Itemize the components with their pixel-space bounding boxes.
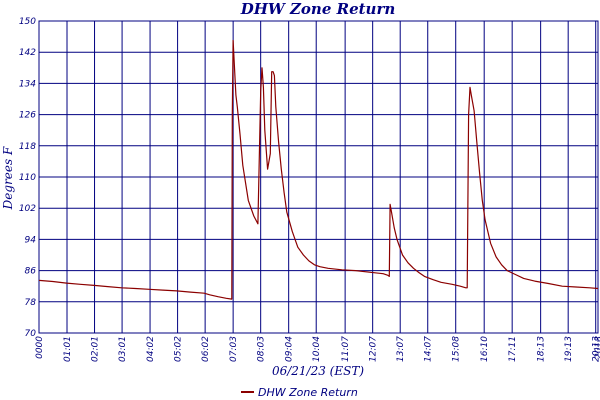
x-tick-label: 02:01 xyxy=(91,336,101,362)
y-tick-label: 118 xyxy=(19,142,36,152)
x-tick-label: 09:04 xyxy=(285,336,295,362)
x-axis-ticks: 0000 01:01 02:01 03:01 04:02 05:02 06:02 07:03 0… xyxy=(35,336,600,362)
x-tick-label: 07:03 xyxy=(229,336,239,362)
y-axis-ticks: 70 78 86 94 102 110 118 126 134 142 150 xyxy=(19,17,36,339)
series-line xyxy=(38,39,599,300)
x-tick-label: 2018 xyxy=(594,336,600,359)
x-tick-label: 0000 xyxy=(35,336,45,359)
chart-grid xyxy=(38,20,599,334)
x-tick-label: 10:04 xyxy=(312,336,322,362)
y-tick-label: 126 xyxy=(19,111,36,121)
legend: DHW Zone Return xyxy=(241,386,358,399)
x-tick-label: 14:07 xyxy=(424,336,434,362)
x-tick-label: 06:02 xyxy=(201,336,211,362)
series-group xyxy=(38,39,599,300)
y-tick-label: 150 xyxy=(19,17,36,27)
y-tick-label: 70 xyxy=(25,329,37,339)
x-tick-label: 01:01 xyxy=(63,336,73,362)
x-tick-label: 13:07 xyxy=(396,336,406,362)
y-tick-label: 86 xyxy=(25,267,37,277)
x-tick-label: 04:02 xyxy=(146,336,156,362)
x-tick-label: 05:02 xyxy=(174,336,184,362)
y-tick-label: 94 xyxy=(25,235,37,245)
x-tick-label: 12:07 xyxy=(369,336,379,362)
x-tick-label: 08:03 xyxy=(257,336,267,362)
x-tick-label: 20:13 xyxy=(592,336,600,362)
y-axis-label: Degrees F xyxy=(1,146,15,210)
x-axis-label: 06/21/23 (EST) xyxy=(272,364,364,378)
x-tick-label: 18:13 xyxy=(537,336,547,362)
legend-label: DHW Zone Return xyxy=(258,386,358,399)
y-tick-label: 110 xyxy=(19,173,36,183)
x-tick-label: 19:13 xyxy=(564,336,574,362)
x-tick-label: 17:11 xyxy=(508,336,518,362)
x-tick-label: 15:08 xyxy=(452,336,462,362)
y-tick-label: 78 xyxy=(25,298,37,308)
y-tick-label: 134 xyxy=(19,79,36,89)
x-tick-label: 16:10 xyxy=(480,336,490,362)
y-tick-label: 102 xyxy=(19,204,36,214)
y-tick-label: 142 xyxy=(19,48,36,58)
x-tick-label: 11:07 xyxy=(341,336,351,362)
x-tick-label: 03:01 xyxy=(118,336,128,362)
chart-title: DHW Zone Return xyxy=(240,0,396,18)
